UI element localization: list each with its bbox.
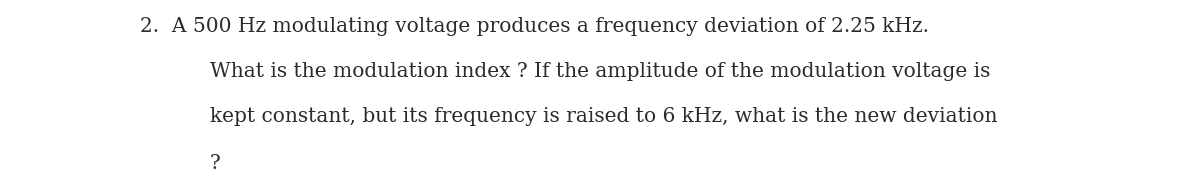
Text: kept constant, but its frequency is raised to 6 kHz, what is the new deviation: kept constant, but its frequency is rais…	[210, 107, 997, 126]
Text: What is the modulation index ? If the amplitude of the modulation voltage is: What is the modulation index ? If the am…	[210, 62, 990, 81]
Text: 2.  A 500 Hz modulating voltage produces a frequency deviation of 2.25 kHz.: 2. A 500 Hz modulating voltage produces …	[140, 17, 929, 36]
Text: ?: ?	[210, 154, 221, 173]
